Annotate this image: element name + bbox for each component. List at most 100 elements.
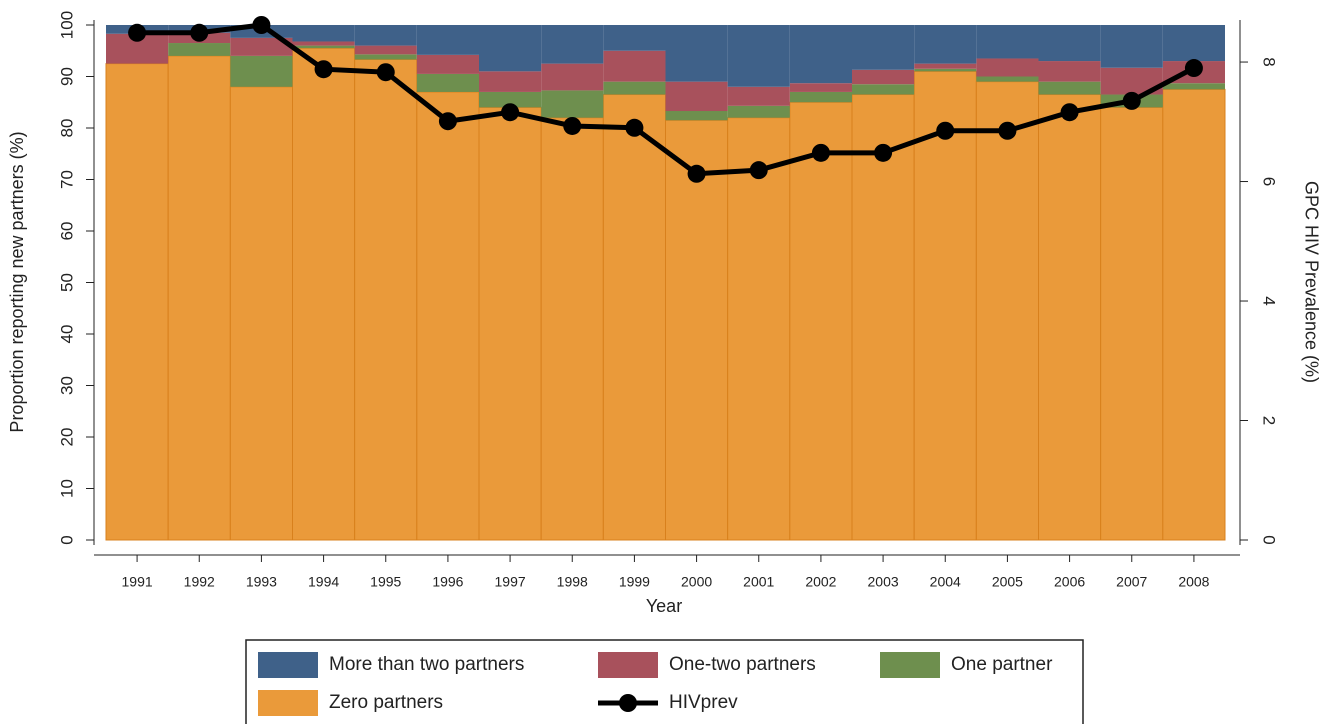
x-tick-label: 1996: [432, 574, 463, 590]
line-marker: [190, 23, 209, 42]
y2-tick-label: 0: [1260, 535, 1279, 544]
bar-segment: [665, 81, 728, 112]
legend-label: One-two partners: [669, 654, 816, 675]
bar-segment: [914, 68, 977, 72]
bar-segment: [1038, 81, 1101, 95]
x-tick-label: 1997: [495, 574, 526, 590]
bar-segment: [727, 105, 790, 118]
x-tick-label: 2002: [805, 574, 836, 590]
bar-segment: [354, 25, 417, 46]
y-tick-label: 50: [57, 273, 76, 292]
x-tick-label: 1993: [246, 574, 277, 590]
y-tick-label: 80: [57, 119, 76, 138]
legend-swatch: [598, 652, 658, 678]
bar-segment: [851, 94, 915, 541]
legend-label: More than two partners: [329, 654, 524, 675]
bar-segment: [603, 25, 666, 51]
line-marker: [687, 164, 706, 183]
line-marker: [128, 23, 147, 42]
x-axis-title: Year: [646, 596, 682, 616]
bar-segment: [479, 25, 542, 72]
bar-segment: [416, 73, 479, 92]
bar-segment: [976, 76, 1039, 82]
x-tick-label: 2008: [1178, 574, 1209, 590]
bar-segment: [168, 43, 231, 56]
y-tick-label: 70: [57, 170, 76, 189]
bar-segment: [1162, 88, 1226, 541]
bar-segment: [1038, 61, 1101, 82]
line-marker: [936, 121, 955, 140]
bar-segment: [416, 25, 479, 55]
bar-segment: [727, 86, 790, 106]
bar-segment: [479, 91, 542, 108]
x-tick-label: 1999: [619, 574, 650, 590]
x-tick-label: 1992: [184, 574, 215, 590]
legend-swatch: [258, 690, 318, 716]
line-marker: [376, 63, 395, 82]
bar-segment: [975, 81, 1039, 541]
bar-segment: [789, 83, 852, 92]
y2-axis-title: GPC HIV Prevalence (%): [1301, 181, 1321, 383]
bar-segment: [541, 90, 604, 118]
bar-segment: [354, 54, 417, 60]
line-marker: [874, 143, 893, 162]
y-tick-label: 0: [57, 535, 76, 544]
y-tick-label: 100: [57, 11, 76, 39]
bar-segment: [167, 55, 231, 541]
bar-segment: [105, 63, 169, 541]
bar-segment: [541, 25, 604, 64]
bar-segment: [292, 25, 355, 42]
bar-segment: [852, 84, 915, 95]
legend-marker: [619, 694, 637, 712]
line-marker: [438, 112, 457, 131]
bar-segment: [789, 25, 852, 84]
bar-segment: [789, 91, 852, 103]
y-tick-label: 20: [57, 428, 76, 447]
bar-segment: [727, 25, 790, 87]
bar-segment: [1100, 25, 1163, 68]
line: [137, 22, 1196, 177]
bar-segment: [665, 111, 728, 121]
x-tick-label: 1994: [308, 574, 339, 590]
line-marker: [749, 161, 768, 180]
line-marker: [501, 103, 520, 122]
bar-segment: [292, 41, 355, 46]
bar-segment: [416, 91, 480, 541]
x-tick-label: 2003: [868, 574, 899, 590]
bar-segment: [914, 63, 977, 69]
x-tick-label: 1991: [122, 574, 153, 590]
x-tick-label: 2007: [1116, 574, 1147, 590]
x-tick-label: 2005: [992, 574, 1023, 590]
legend-swatch: [880, 652, 940, 678]
bar-segment: [478, 106, 542, 541]
bar-segment: [727, 117, 791, 541]
bar-segment: [789, 101, 853, 541]
bar-segment: [1038, 94, 1102, 541]
bar-segment: [230, 55, 293, 87]
line-marker: [998, 121, 1017, 140]
y2-tick-label: 4: [1260, 296, 1279, 305]
legend-label: One partner: [951, 654, 1053, 675]
bar-segment: [292, 45, 355, 49]
y-tick-label: 60: [57, 222, 76, 241]
x-tick-label: 2004: [930, 574, 961, 590]
line-marker: [314, 60, 333, 79]
bar-segment: [1038, 25, 1101, 62]
y-tick-label: 40: [57, 325, 76, 344]
legend-label: Zero partners: [329, 692, 443, 713]
x-tick-label: 2001: [743, 574, 774, 590]
bar-segment: [665, 119, 729, 541]
line-marker: [252, 16, 271, 34]
bar-segment: [229, 86, 293, 541]
line-marker: [625, 118, 644, 137]
x-tick-label: 1995: [370, 574, 401, 590]
y2-tick-label: 6: [1260, 177, 1279, 186]
line-marker: [1060, 103, 1079, 122]
line-marker: [563, 116, 582, 135]
bar-segment: [913, 70, 977, 541]
bar-segment: [354, 59, 418, 541]
bar-segment: [354, 45, 417, 55]
y-axis-title: Proportion reporting new partners (%): [7, 131, 27, 432]
line-marker: [1122, 91, 1141, 110]
